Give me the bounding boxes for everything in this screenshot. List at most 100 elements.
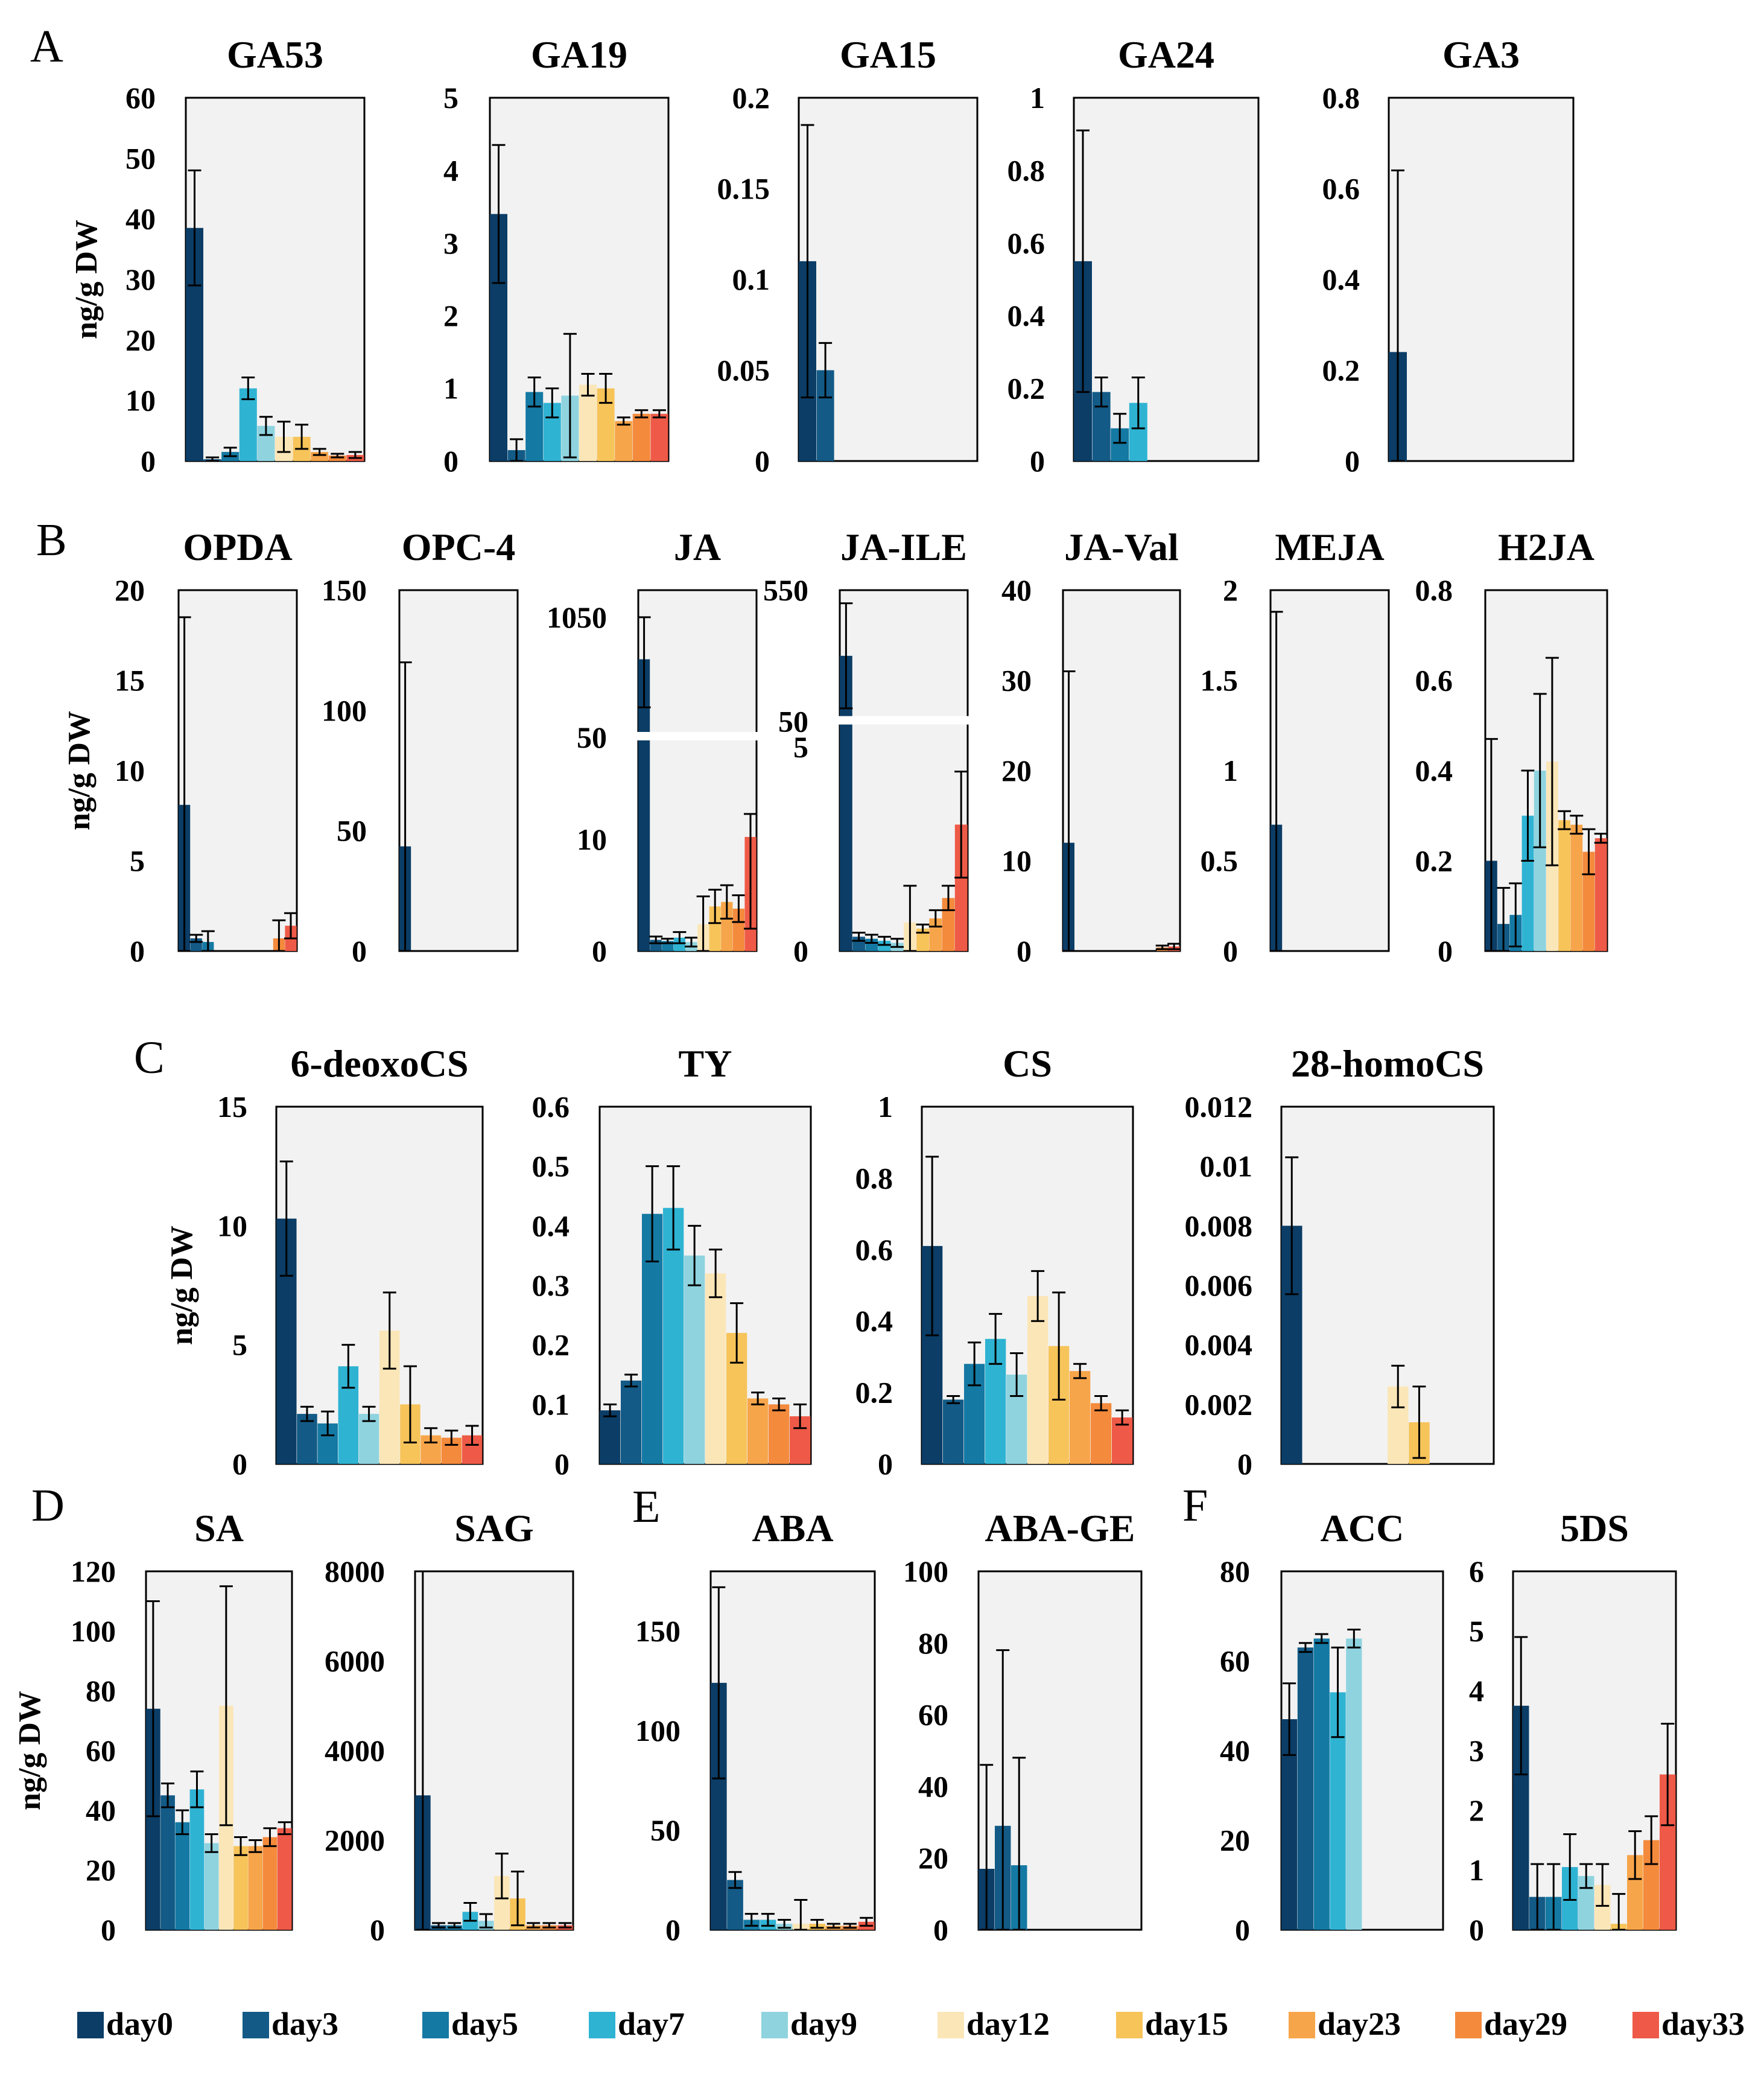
bar-day9 (684, 1255, 705, 1464)
y-tick-label: 40 (918, 1769, 948, 1803)
y-tick-label: 0.01 (1200, 1150, 1253, 1183)
chart-title: H2JA (1498, 526, 1594, 568)
plot-area (839, 589, 969, 952)
bar-day5 (865, 938, 878, 951)
error-bar (1497, 886, 1511, 952)
y-tick-label: 5 (232, 1328, 247, 1362)
y-tick-label: 0.05 (717, 354, 770, 387)
error-bar (954, 771, 968, 879)
error-bar (445, 1430, 458, 1446)
error-bar (635, 409, 649, 419)
bar-day15 (233, 1846, 248, 1930)
error-bar (205, 1833, 218, 1853)
bar-day29 (262, 1837, 278, 1930)
error-bar (1094, 1395, 1108, 1411)
y-tick-label: 2 (1469, 1793, 1484, 1827)
y-tick-label: 0 (130, 934, 145, 968)
section-letter-d: D (31, 1480, 65, 1531)
error-bar (761, 1913, 775, 1927)
error-bar (712, 1586, 726, 1780)
error-bar (284, 912, 298, 940)
y-tick-label: 0.6 (532, 1090, 570, 1124)
y-tick-label: 0.3 (532, 1268, 570, 1302)
y-tick-label: 4 (443, 153, 458, 187)
y-tick-label: 0.5 (1201, 844, 1239, 878)
error-bar (1031, 1270, 1045, 1322)
y-tick-label: 10 (577, 822, 607, 856)
error-bar (925, 1156, 939, 1337)
y-tick-label: 60 (1220, 1644, 1250, 1678)
error-bar (1579, 1863, 1593, 1889)
error-bar (708, 888, 722, 924)
error-bar (1596, 1863, 1610, 1907)
error-bar (890, 938, 904, 948)
plot-area (1269, 589, 1390, 952)
y-tick-label: 0.008 (1185, 1209, 1253, 1242)
y-tick-label: 20 (1001, 754, 1032, 787)
legend-swatch (243, 2012, 269, 2038)
bar-day9 (358, 1414, 379, 1464)
chart-ga24: GA24 0 0.2 0.4 0.6 0.8 1 (1007, 33, 1260, 478)
error-bar (1547, 1863, 1561, 1931)
bar-day12 (579, 384, 597, 461)
error-bar (277, 421, 291, 453)
error-bar (661, 938, 674, 944)
error-bar (1533, 693, 1547, 848)
y-tick-label: 60 (125, 81, 156, 115)
y-tick-label: 50 (125, 141, 156, 175)
chart-6-deoxocs: 6-deoxoCS 0 5 10 15 ng/g DW (165, 1042, 484, 1481)
error-bar (839, 602, 853, 710)
legend-item-day9: day9 (761, 2006, 857, 2042)
error-bar (348, 451, 362, 459)
y-tick-label: 0 (352, 934, 367, 968)
error-bar (1331, 1646, 1345, 1738)
legend-item-day5: day5 (422, 2006, 518, 2042)
legend-item-day33: day33 (1632, 2006, 1745, 2042)
y-tick-label: 80 (1220, 1554, 1250, 1588)
y-tick-label: 0.5 (532, 1150, 570, 1183)
y-tick-label: 0 (592, 934, 607, 968)
error-bar (968, 1341, 982, 1387)
legend: day0 day3 day5 day7 day9 day12 day15 day23 day29… (77, 2006, 1745, 2042)
error-bar (637, 616, 651, 708)
plot-area (398, 589, 519, 952)
bar-day33 (1594, 838, 1607, 951)
y-tick-label: 0.8 (1415, 573, 1453, 607)
error-bar (730, 1302, 744, 1364)
error-bar (843, 1923, 857, 1929)
error-bar (852, 932, 866, 942)
error-bar (1076, 129, 1090, 393)
chart-ty: TY 0 0.1 0.2 0.3 0.4 0.5 0.6 (532, 1042, 812, 1481)
error-bar (176, 1809, 189, 1836)
chart-title: MEJA (1275, 526, 1384, 568)
y-tick-label: 20 (1220, 1824, 1250, 1857)
bar-day0 (840, 655, 852, 951)
legend-swatch (77, 2012, 104, 2038)
bar-day7 (878, 941, 891, 951)
plot-area (709, 1570, 876, 1931)
error-bar (1283, 1682, 1296, 1756)
legend-item-day29: day29 (1455, 2006, 1567, 2042)
error-bar (495, 1853, 509, 1900)
bar-day9 (1346, 1638, 1362, 1930)
error-bar (1131, 377, 1145, 430)
bar-day9 (204, 1843, 219, 1930)
error-bar (479, 1913, 493, 1929)
chart-cs: CS 0 0.2 0.4 0.6 0.8 1 (855, 1042, 1134, 1481)
y-tick-label: 3 (1469, 1734, 1484, 1767)
error-bar (1645, 1815, 1658, 1865)
plot-area (637, 589, 758, 952)
chart-ga15: GA15 0 0.05 0.1 0.15 0.2 (717, 33, 979, 478)
chart-title: SA (194, 1507, 244, 1550)
chart-aba: ABA 0 50 100 150 (635, 1507, 876, 1947)
y-tick-label: 100 (71, 1614, 116, 1648)
legend-item-day3: day3 (243, 2006, 338, 2042)
legend-label: day12 (966, 2006, 1050, 2042)
legend-label: day7 (618, 2006, 685, 2042)
bar-day5 (1313, 1638, 1330, 1930)
error-bar (810, 1919, 824, 1929)
y-tick-label: 1 (443, 372, 458, 406)
y-tick-label: 100 (903, 1554, 948, 1588)
y-tick-label: 1 (1469, 1853, 1484, 1887)
